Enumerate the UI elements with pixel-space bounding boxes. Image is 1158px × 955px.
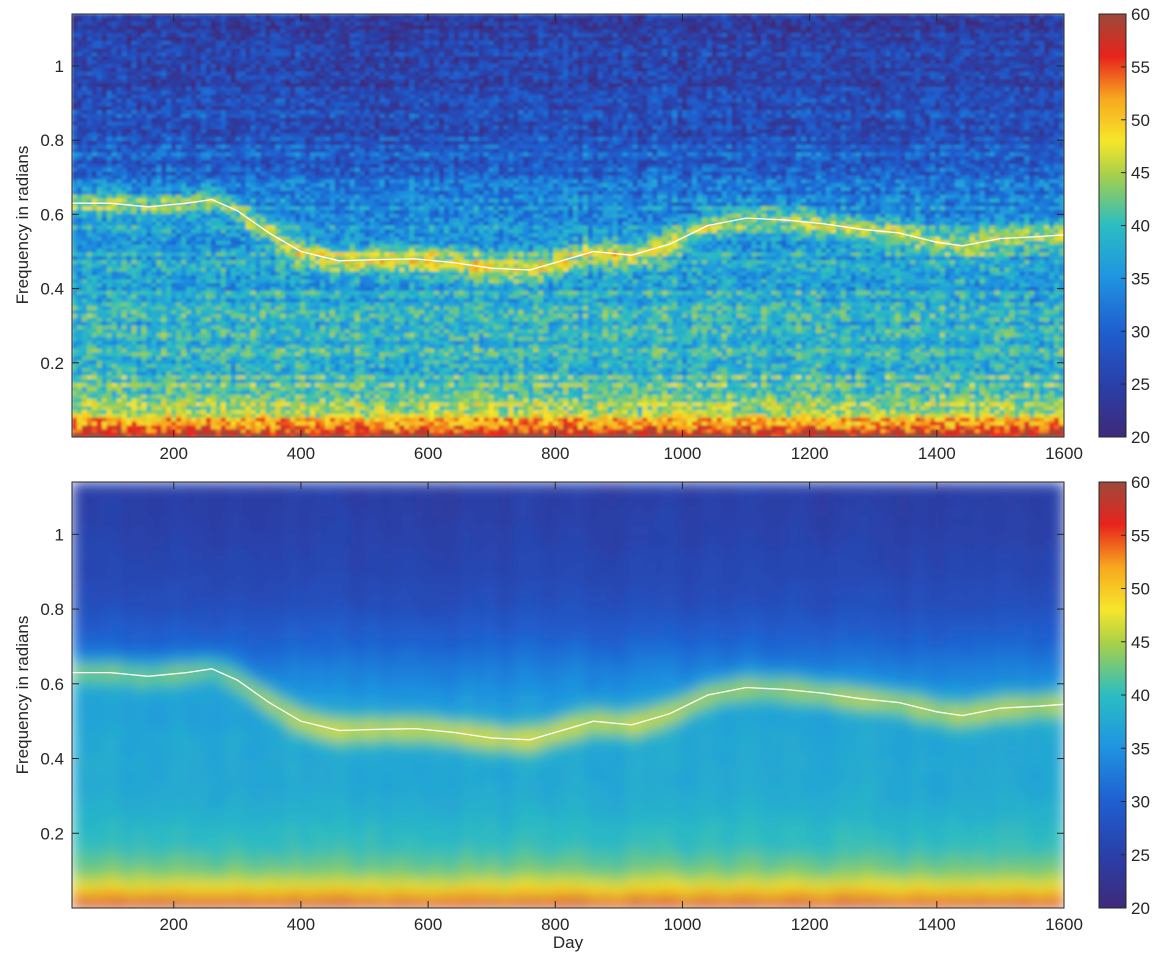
colorbar-tick-label: 30 — [1131, 322, 1150, 341]
colorbar-tick-label: 55 — [1131, 526, 1150, 545]
colorbar-tick-label: 50 — [1131, 111, 1150, 130]
bottom-heatmap — [72, 482, 1064, 908]
colorbar-tick-label: 35 — [1131, 739, 1150, 758]
x-tick-label: 1000 — [664, 915, 702, 934]
top-panel: 200 400 600 800 1000 1200 1400 1600 0.20.40.60.… — [13, 5, 1150, 463]
bottom-panel: 200 400 600 800 1000 1200 1400 1600 0.20.40.60.… — [13, 473, 1150, 952]
top-heatmap — [72, 14, 1064, 437]
y-tick-label: 0.2 — [40, 354, 64, 373]
x-tick-label: 1200 — [791, 444, 829, 463]
y-tick-label: 0.2 — [40, 824, 64, 843]
top-colorbar-ticks: 20 25 30 35 40 45 50 55 60 — [1121, 5, 1150, 447]
colorbar-tick-label: 45 — [1131, 633, 1150, 652]
x-tick-label: 1600 — [1045, 444, 1083, 463]
colorbar-tick-label: 25 — [1131, 375, 1150, 394]
colorbar-tick-label: 45 — [1131, 164, 1150, 183]
x-tick-label: 800 — [541, 444, 569, 463]
bottom-ridge-line — [72, 668, 1065, 741]
colorbar-tick-label: 55 — [1131, 58, 1150, 77]
x-tick-label: 400 — [287, 444, 315, 463]
x-tick-label: 600 — [414, 444, 442, 463]
x-tick-label: 1400 — [918, 444, 956, 463]
top-y-axis-label: Frequency in radians — [13, 146, 32, 305]
x-tick-label: 200 — [160, 444, 188, 463]
y-tick-label: 0.4 — [40, 750, 64, 769]
y-tick-label: 0.6 — [40, 205, 64, 224]
x-tick-label: 1600 — [1045, 915, 1083, 934]
x-tick-label: 400 — [287, 915, 315, 934]
bottom-x-axis-label: Day — [553, 933, 584, 952]
y-tick-label: 0.4 — [40, 280, 64, 299]
bottom-y-axis-label: Frequency in radians — [13, 616, 32, 775]
top-ridge-line — [72, 198, 1065, 271]
x-tick-label: 1200 — [791, 915, 829, 934]
colorbar-tick-label: 40 — [1131, 217, 1150, 236]
colorbar-tick-label: 40 — [1131, 686, 1150, 705]
y-tick-label: 1 — [55, 57, 64, 76]
colorbar-tick-label: 60 — [1131, 5, 1150, 24]
colorbar-tick-label: 30 — [1131, 793, 1150, 812]
x-tick-label: 1000 — [664, 444, 702, 463]
x-tick-label: 600 — [414, 915, 442, 934]
colorbar-tick-label: 25 — [1131, 846, 1150, 865]
y-tick-label: 0.8 — [40, 600, 64, 619]
top-plot-frame — [71, 13, 1065, 438]
top-y-axis: 0.2 0.4 0.6 0.8 1 — [40, 57, 1064, 373]
bottom-y-axis: 0.2 0.4 0.6 0.8 1 — [40, 525, 1064, 843]
colorbar-tick-label: 50 — [1131, 580, 1150, 599]
y-tick-label: 1 — [55, 525, 64, 544]
x-tick-label: 800 — [541, 915, 569, 934]
colorbar-tick-label: 20 — [1131, 899, 1150, 918]
x-tick-label: 200 — [160, 915, 188, 934]
bottom-colorbar-ticks: 20 25 30 35 40 45 50 55 60 — [1121, 473, 1150, 918]
x-tick-label: 1400 — [918, 915, 956, 934]
y-tick-label: 0.8 — [40, 131, 64, 150]
colorbar-tick-label: 60 — [1131, 473, 1150, 492]
bottom-x-axis: 200 400 600 800 1000 1200 1400 1600 — [160, 482, 1083, 934]
bottom-plot-frame — [71, 481, 1065, 909]
top-x-axis: 200 400 600 800 1000 1200 1400 1600 — [160, 14, 1083, 463]
colorbar-tick-label: 35 — [1131, 269, 1150, 288]
colorbar-tick-label: 20 — [1131, 428, 1150, 447]
y-tick-label: 0.6 — [40, 675, 64, 694]
